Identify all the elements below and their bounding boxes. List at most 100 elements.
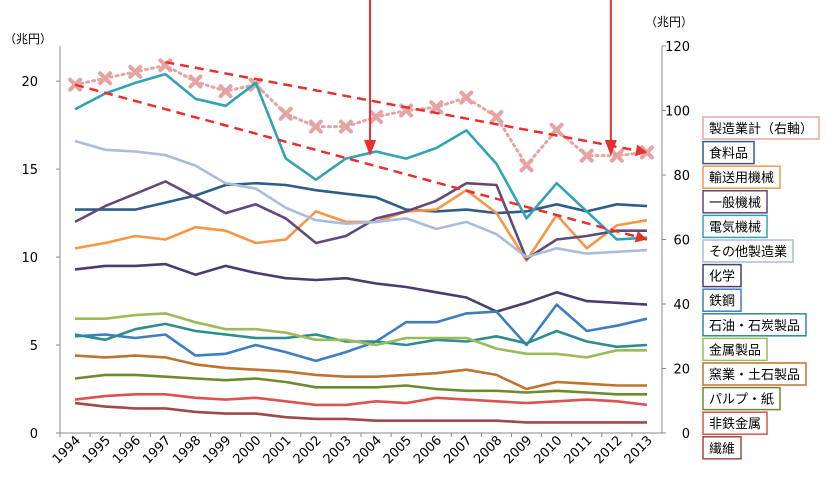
x-tick-label: 2005 — [381, 433, 415, 467]
legend-label-14: 繊維 — [709, 441, 735, 457]
legend-box-1 — [702, 116, 820, 140]
legend-box-6 — [702, 239, 794, 263]
x-tick-label: 2000 — [230, 433, 264, 467]
x-axis-ticks: 1994199519961997199819992000200120022003… — [50, 433, 656, 467]
series-10 — [75, 312, 647, 359]
x-tick-label: 1998 — [170, 433, 204, 467]
legend-label-11: 窯業・土石製品 — [709, 367, 800, 383]
left-tick-label: 15 — [21, 163, 38, 178]
series-line — [74, 373, 647, 396]
series-11 — [74, 354, 647, 391]
x-tick-label: 2006 — [411, 433, 445, 467]
x-tick-label: 1999 — [200, 433, 234, 467]
left-tick-label: 10 — [21, 251, 38, 266]
series-13 — [74, 392, 648, 407]
series-line — [75, 181, 648, 215]
trend-line-1 — [165, 60, 648, 154]
x-tick-label: 2002 — [291, 433, 325, 467]
legend-label-3: 輸送用機械 — [709, 171, 774, 186]
series-point — [549, 122, 564, 137]
x-tick-label: 1996 — [110, 433, 144, 467]
legend-box-13 — [702, 411, 768, 435]
legend-box-8 — [702, 288, 742, 312]
right-tick-label: 80 — [673, 169, 690, 184]
legend-label-7: 化学 — [709, 269, 735, 285]
series-point — [338, 119, 353, 134]
series-14 — [74, 401, 647, 424]
right-axis-ticks: 0 20 40 60 80 100 120 — [662, 40, 690, 442]
right-tick-label: 60 — [673, 234, 690, 249]
legend-label-1: 製造業計（右軸） — [709, 121, 813, 137]
x-tick-label: 2011 — [562, 433, 596, 467]
x-tick-label: 1997 — [140, 433, 174, 467]
x-tick-label: 2004 — [351, 433, 385, 467]
annotation-layer — [74, 0, 648, 243]
series-point — [98, 71, 113, 86]
x-tick-label: 2012 — [592, 433, 626, 467]
legend-box-9 — [702, 313, 807, 337]
x-tick-label: 1995 — [80, 433, 114, 467]
series-12 — [74, 373, 647, 396]
series-6 — [74, 139, 648, 259]
right-tick-label: 0 — [682, 427, 690, 442]
trend-line-arrowhead — [634, 230, 647, 243]
series-point — [128, 64, 143, 79]
legend-label-12: パルプ・紙 — [709, 393, 774, 408]
x-tick-label: 2003 — [321, 433, 355, 467]
series-line — [74, 354, 647, 391]
right-tick-label: 120 — [665, 40, 690, 55]
series-line — [73, 63, 649, 168]
legend-box-12 — [702, 386, 781, 411]
series-line — [75, 312, 647, 359]
trend-line-arrowhead — [635, 144, 647, 157]
series-point — [278, 106, 293, 121]
legend-box-7 — [702, 263, 742, 288]
legend-label-2: 食料品 — [709, 146, 748, 162]
series-line — [74, 392, 648, 407]
x-tick-label: 2010 — [531, 433, 565, 467]
left-axis-ticks: 0 5 10 15 20 — [21, 75, 60, 442]
series-line — [74, 303, 648, 363]
x-tick-label: 2001 — [261, 433, 295, 467]
right-tick-label: 100 — [665, 105, 690, 120]
x-tick-label: 2009 — [501, 433, 535, 467]
marker-arrow-head — [364, 140, 377, 156]
right-tick-label: 40 — [673, 298, 690, 313]
series-point — [369, 109, 384, 124]
legend: 製造業計（右軸） 食料品輸送用機械一般機械電気機械その他製造業化学鉄鋼石油・石炭製… — [702, 116, 820, 460]
x-tick-label: 2007 — [441, 433, 475, 467]
trend-line-2 — [74, 83, 648, 241]
left-tick-label: 0 — [30, 427, 38, 442]
x-tick-label: 2008 — [471, 433, 505, 467]
marker-arrow-head — [604, 140, 617, 156]
right-tick-label: 20 — [673, 363, 690, 378]
series-8 — [74, 303, 648, 363]
legend-label-10: 金属製品 — [709, 342, 761, 358]
series-2 — [75, 181, 648, 215]
series-line — [74, 180, 647, 261]
series-point — [579, 148, 594, 163]
series-line — [74, 139, 648, 259]
series-point — [459, 90, 474, 105]
legend-label-5: 電気機械 — [709, 219, 761, 235]
x-tick-label: 2013 — [622, 433, 656, 467]
series-point — [308, 119, 323, 134]
x-tick-label: 1994 — [50, 433, 84, 467]
series-line — [74, 262, 648, 313]
legend-box-10 — [702, 337, 768, 362]
legend-label-8: 鉄鋼 — [709, 294, 735, 309]
series-point — [519, 158, 534, 173]
series-7 — [74, 262, 648, 313]
series-point — [609, 148, 624, 163]
legend-box-5 — [702, 214, 768, 239]
series-4 — [74, 180, 647, 261]
series-point — [218, 84, 233, 99]
legend-label-9: 石油・石炭製品 — [709, 319, 800, 334]
legend-box-3 — [702, 165, 781, 189]
legend-label-13: 非鉄金属 — [709, 416, 761, 432]
series-point — [489, 109, 504, 124]
legend-box-2 — [702, 140, 755, 165]
legend-label-4: 一般機械 — [709, 195, 761, 211]
series-layer — [68, 58, 654, 424]
